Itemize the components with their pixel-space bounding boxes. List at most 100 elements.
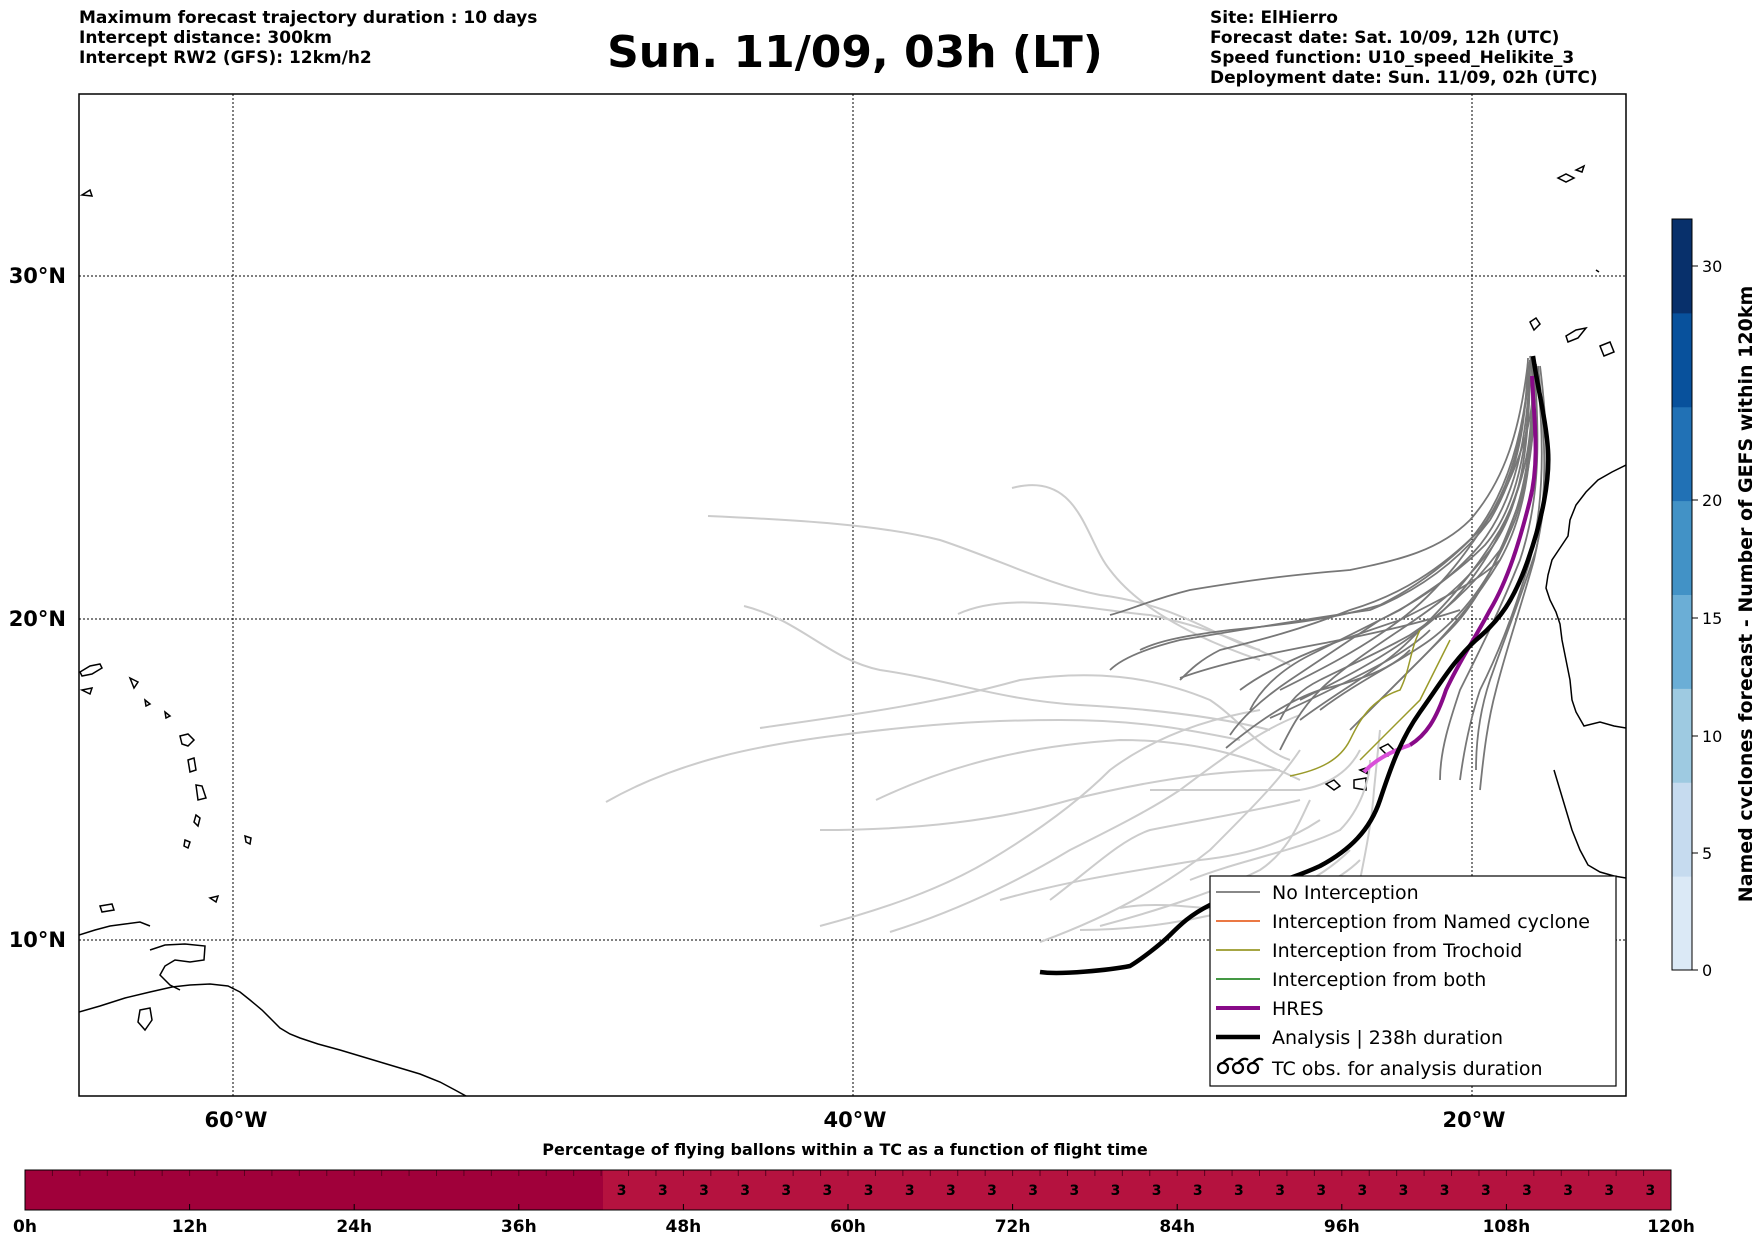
lat-labels: 30°N 20°N 10°N (9, 264, 66, 952)
island-dominica (195, 784, 207, 801)
legend-label-no-interception: No Interception (1272, 882, 1419, 904)
progress-cell-value: 3 (1152, 1183, 1162, 1199)
progress-tick-labels: 0h 12h 24h 36h 48h 60h 72h 84h 96h 108h 120h (13, 1217, 1695, 1237)
coast-south-america (79, 983, 467, 1096)
tc-symbol-icon (1216, 1057, 1264, 1075)
progress-tick-label: 12h (172, 1217, 208, 1237)
progress-cell-value: 3 (1481, 1183, 1491, 1199)
island-tobago (208, 894, 220, 904)
map-frame (78, 93, 1627, 1097)
lon-label-40w: 40°W (824, 1108, 887, 1132)
legend-entry-hres: HRES (1216, 998, 1324, 1020)
progress-light-segment (603, 1170, 1671, 1210)
progress-tick-label: 120h (1647, 1217, 1695, 1237)
progress-ticks (24, 1204, 1672, 1210)
legend-entry-analysis: Analysis | 238h duration (1216, 1027, 1503, 1049)
progress-tick-label: 36h (501, 1217, 537, 1237)
progress-cell-value: 3 (781, 1183, 791, 1199)
legend-entry-no-interception: No Interception (1216, 882, 1419, 904)
island-nw-corner (79, 188, 94, 197)
progress-cell-value: 3 (1358, 1183, 1368, 1199)
legend-label-trochoid: Interception from Trochoid (1272, 940, 1522, 962)
max-duration-text: Maximum forecast trajectory duration : 1… (79, 8, 538, 28)
progress-tick-label: 60h (830, 1217, 866, 1237)
lon-labels: 60°W 40°W 20°W (205, 1108, 1506, 1132)
coast-venezuela-north (79, 921, 151, 936)
colorbar-band (1672, 219, 1692, 314)
progress-cell-value: 3 (1111, 1183, 1121, 1199)
header-info-left: Maximum forecast trajectory duration : 1… (79, 8, 537, 68)
trajectories-trochoid (1289, 629, 1451, 777)
trajectories-no-interception (1109, 355, 1548, 791)
colorbar-band (1672, 500, 1692, 595)
forecast-date-text: Forecast date: Sat. 10/09, 12h (UTC) (1210, 28, 1560, 48)
progress-cell-value: 3 (987, 1183, 997, 1199)
colorbar: 30 20 15 10 5 0 Named cyclones forecast … (1671, 218, 1752, 980)
progress-tick-label: 24h (336, 1217, 372, 1237)
progress-cell-value: 3 (1399, 1183, 1409, 1199)
island-selvagens (1595, 269, 1600, 273)
island-barbados (244, 834, 252, 846)
legend-label-both: Interception from both (1272, 969, 1486, 991)
progress-cell-value: 3 (1069, 1183, 1079, 1199)
colorbar-band (1672, 782, 1692, 877)
progress-cells (51, 1170, 1645, 1176)
colorbar-tick-30: 30 (1702, 257, 1722, 276)
deployment-date-text: Deployment date: Sun. 11/09, 02h (UTC) (1210, 68, 1598, 88)
progress-bar: 3 3 3 3 3 3 3 3 3 3 3 3 3 3 3 3 3 3 3 3 3 3 3 3 3 3 0h 12h 24h 36h 48… (13, 1169, 1695, 1237)
analysis-track (1039, 355, 1551, 976)
island-bahamas (79, 663, 103, 696)
progress-cell-value: 3 (1028, 1183, 1038, 1199)
lon-label-20w: 20°W (1443, 1108, 1506, 1132)
colorbar-label: Named cyclones forecast - Number of GEFS… (1735, 286, 1752, 903)
legend-entry-named-cyclone: Interception from Named cyclone (1216, 911, 1590, 933)
legend-entry-trochoid: Interception from Trochoid (1216, 940, 1522, 962)
legend-label-hres: HRES (1272, 998, 1324, 1020)
island-trinidad (137, 1007, 153, 1032)
coast-paria (149, 943, 206, 991)
colorbar-band (1672, 594, 1692, 689)
progress-cell-value: 3 (617, 1183, 627, 1199)
legend: No Interception Interception from Named … (1209, 875, 1617, 1087)
progress-cell-value: 3 (658, 1183, 668, 1199)
colorbar-tick-15: 15 (1702, 609, 1722, 628)
colorbar-band (1672, 688, 1692, 783)
progress-tick-label: 0h (13, 1217, 37, 1237)
legend-entry-both: Interception from both (1216, 969, 1486, 991)
progress-cell-value: 3 (740, 1183, 750, 1199)
island-guadeloupe (179, 733, 196, 747)
hres-track-end (1362, 743, 1411, 774)
coastlines (79, 164, 1626, 1096)
island-madeira (1556, 164, 1586, 183)
legend-box (1209, 875, 1617, 1087)
progress-cell-value: 3 (1234, 1183, 1244, 1199)
progress-tick-label: 108h (1483, 1217, 1531, 1237)
colorbar-bands (1672, 219, 1692, 971)
island-st-vincent (183, 838, 191, 850)
trajectories-light (605, 484, 1381, 943)
progress-cell-value: 3 (905, 1183, 915, 1199)
progress-title: Percentage of flying ballons within a TC… (542, 1140, 1148, 1159)
island-martinique (187, 757, 197, 773)
lat-label-20n: 20°N (9, 607, 66, 631)
colorbar-tick-0: 0 (1702, 961, 1712, 980)
intercept-rw2-text: Intercept RW2 (GFS): 12km/h2 (79, 48, 372, 68)
progress-cell-value: 3 (1604, 1183, 1614, 1199)
colorbar-band (1672, 312, 1692, 408)
legend-label-analysis: Analysis | 238h duration (1272, 1027, 1503, 1049)
coast-africa-south (1553, 769, 1626, 879)
hres-track (1408, 375, 1538, 747)
progress-cell-value: 3 (699, 1183, 709, 1199)
colorbar-ticks: 30 20 15 10 5 0 (1692, 257, 1722, 980)
colorbar-band (1672, 876, 1692, 971)
progress-tick-label: 96h (1324, 1217, 1360, 1237)
colorbar-band (1672, 406, 1692, 502)
progress-cell-labels: 3 3 3 3 3 3 3 3 3 3 3 3 3 3 3 3 3 3 3 3 3 3 3 3 3 3 (617, 1183, 1656, 1199)
progress-tick-label: 84h (1159, 1217, 1195, 1237)
legend-label-tc-obs: TC obs. for analysis duration (1271, 1058, 1543, 1080)
progress-cell-value: 3 (1563, 1183, 1573, 1199)
colorbar-tick-5: 5 (1702, 844, 1712, 863)
progress-cell-value: 3 (1316, 1183, 1326, 1199)
progress-cell-value: 3 (1193, 1183, 1203, 1199)
